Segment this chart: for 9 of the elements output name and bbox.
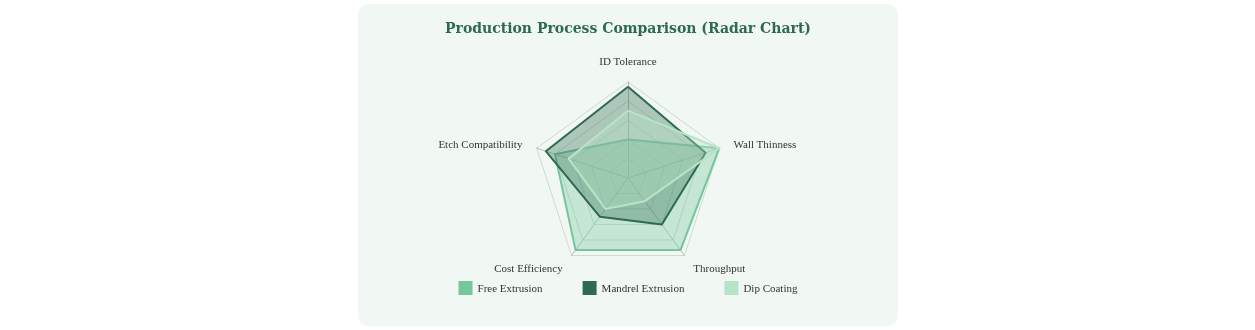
spoke-label: ID Tolerance xyxy=(598,55,657,68)
spoke-label: Cost Efficiency xyxy=(493,261,563,274)
spoke-label: Etch Compatibility xyxy=(437,137,523,150)
legend-label: Free Extrusion xyxy=(477,282,543,294)
legend-label: Mandrel Extrusion xyxy=(601,282,685,294)
spoke-label: Throughput xyxy=(692,261,745,274)
spoke-label: Wall Thinness xyxy=(733,137,796,150)
chart-title: Production Process Comparison (Radar Chart) xyxy=(444,20,811,36)
legend-label: Dip Coating xyxy=(742,282,798,294)
